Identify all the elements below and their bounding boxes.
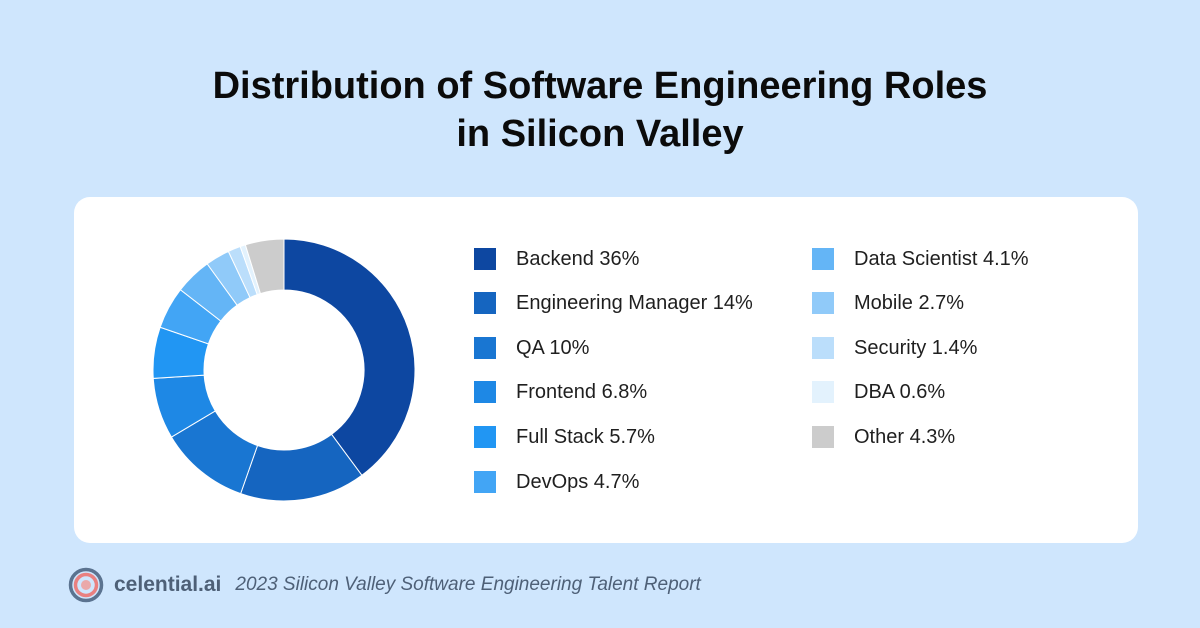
legend-label-frontend: Frontend 6.8% xyxy=(516,380,648,403)
legend-label-engineering-manager: Engineering Manager 14% xyxy=(516,291,753,314)
brand-name[interactable]: celential.ai xyxy=(114,573,222,596)
legend-swatch-frontend xyxy=(474,381,496,403)
legend-swatch-backend xyxy=(474,248,496,270)
celential-logo-icon xyxy=(68,567,104,603)
legend-item-engineering-manager: Engineering Manager 14% xyxy=(474,288,753,318)
legend-item-dba: DBA 0.6% xyxy=(812,377,945,407)
legend-item-frontend: Frontend 6.8% xyxy=(474,377,647,407)
legend-swatch-full-stack xyxy=(474,426,496,448)
chart-title-line-2: in Silicon Valley xyxy=(456,113,744,155)
footer: celential.ai 2023 Silicon Valley Softwar… xyxy=(68,567,701,603)
report-caption: 2023 Silicon Valley Software Engineering… xyxy=(235,574,701,595)
legend-swatch-security xyxy=(812,337,834,359)
legend-label-devops: DevOps 4.7% xyxy=(516,470,640,493)
legend-item-backend: Backend 36% xyxy=(474,244,639,274)
legend-label-full-stack: Full Stack 5.7% xyxy=(516,425,655,448)
legend-item-other: Other 4.3% xyxy=(812,422,955,452)
legend-swatch-data-scientist xyxy=(812,248,834,270)
legend-label-data-scientist: Data Scientist 4.1% xyxy=(854,247,1029,270)
donut-slice-backend xyxy=(283,238,416,477)
legend-swatch-dba xyxy=(812,381,834,403)
chart-title: Distribution of Software Engineering Rol… xyxy=(0,62,1200,158)
legend-swatch-engineering-manager xyxy=(474,292,496,314)
donut-chart xyxy=(152,238,416,502)
legend-item-qa: QA 10% xyxy=(474,333,589,363)
chart-card: Backend 36% Engineering Manager 14% QA 1… xyxy=(74,197,1138,543)
legend-item-devops: DevOps 4.7% xyxy=(474,467,639,497)
chart-title-line-1: Distribution of Software Engineering Rol… xyxy=(212,65,988,107)
legend-swatch-other xyxy=(812,426,834,448)
legend-label-qa: QA 10% xyxy=(516,336,590,359)
legend-item-security: Security 1.4% xyxy=(812,333,977,363)
legend-swatch-qa xyxy=(474,337,496,359)
legend-label-dba: DBA 0.6% xyxy=(854,380,946,403)
legend-label-other: Other 4.3% xyxy=(854,425,956,448)
legend-item-full-stack: Full Stack 5.7% xyxy=(474,422,655,452)
legend-swatch-mobile xyxy=(812,292,834,314)
donut-slice-other xyxy=(244,238,285,295)
legend-label-backend: Backend 36% xyxy=(516,247,640,270)
legend-label-security: Security 1.4% xyxy=(854,336,978,359)
legend-label-mobile: Mobile 2.7% xyxy=(854,291,965,314)
legend-item-mobile: Mobile 2.7% xyxy=(812,288,964,318)
legend-item-data-scientist: Data Scientist 4.1% xyxy=(812,244,1029,274)
legend-swatch-devops xyxy=(474,471,496,493)
